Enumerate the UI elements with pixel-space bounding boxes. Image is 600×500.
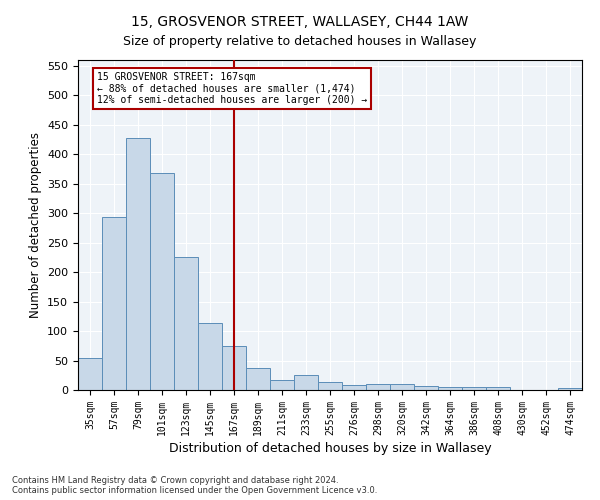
Bar [126, 138, 150, 390]
Bar [558, 388, 582, 390]
Text: 15 GROSVENOR STREET: 167sqm
← 88% of detached houses are smaller (1,474)
12% of : 15 GROSVENOR STREET: 167sqm ← 88% of det… [97, 72, 367, 105]
Text: Size of property relative to detached houses in Wallasey: Size of property relative to detached ho… [124, 35, 476, 48]
Bar [342, 384, 366, 390]
Bar [270, 380, 294, 390]
X-axis label: Distribution of detached houses by size in Wallasey: Distribution of detached houses by size … [169, 442, 491, 455]
Bar [246, 368, 270, 390]
Bar [390, 384, 414, 390]
Y-axis label: Number of detached properties: Number of detached properties [29, 132, 41, 318]
Bar [414, 386, 438, 390]
Bar [318, 382, 342, 390]
Bar [198, 324, 222, 390]
Bar [174, 258, 198, 390]
Bar [366, 384, 390, 390]
Bar [294, 374, 318, 390]
Bar [78, 358, 102, 390]
Bar [150, 173, 174, 390]
Bar [222, 346, 246, 390]
Bar [486, 387, 510, 390]
Text: Contains HM Land Registry data © Crown copyright and database right 2024.
Contai: Contains HM Land Registry data © Crown c… [12, 476, 377, 495]
Text: 15, GROSVENOR STREET, WALLASEY, CH44 1AW: 15, GROSVENOR STREET, WALLASEY, CH44 1AW [131, 15, 469, 29]
Bar [462, 387, 486, 390]
Bar [438, 387, 462, 390]
Bar [102, 218, 126, 390]
